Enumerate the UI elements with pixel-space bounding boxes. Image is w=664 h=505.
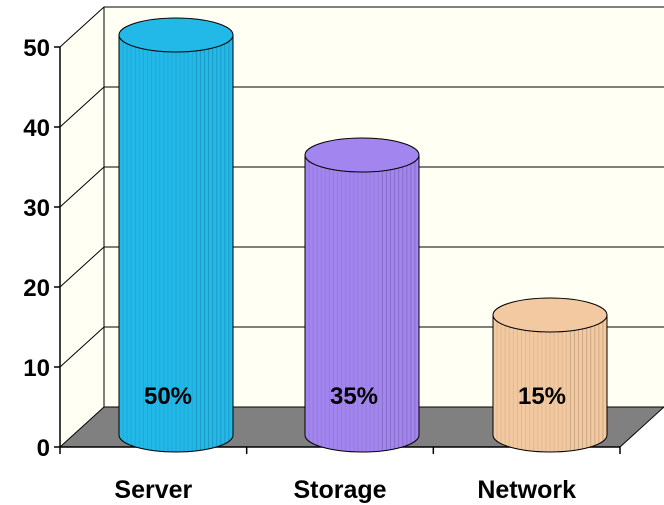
bar-body [492, 314, 608, 453]
x-category-label: Server [114, 476, 192, 504]
data-label: 35% [330, 383, 378, 410]
side-wall [60, 7, 104, 447]
y-tick-label: 40 [23, 115, 50, 142]
bar-body [118, 34, 234, 453]
y-tick-label: 30 [23, 195, 50, 222]
bar-network [492, 297, 608, 453]
bar-storage [304, 137, 420, 453]
bar-body [304, 154, 420, 453]
bar-server [118, 17, 234, 453]
bar-top [118, 17, 234, 53]
bar-top [492, 297, 608, 333]
y-tick-label: 0 [37, 435, 50, 462]
x-category-label: Network [477, 476, 576, 504]
x-category-label: Storage [293, 476, 386, 504]
data-label: 50% [144, 383, 192, 410]
y-tick-label: 50 [23, 35, 50, 62]
y-tick-label: 10 [23, 355, 50, 382]
bar-top [304, 137, 420, 173]
data-label: 15% [518, 383, 566, 410]
y-tick-label: 20 [23, 275, 50, 302]
